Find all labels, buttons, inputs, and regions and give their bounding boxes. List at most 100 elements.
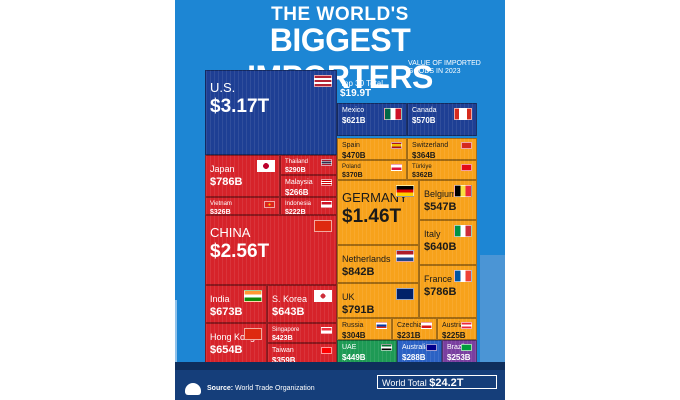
treemap-box-russia: Russia $304B [337, 318, 392, 340]
treemap-box-s-korea: S. Korea $643B [267, 285, 337, 323]
country-label: Türkiye [412, 164, 432, 170]
treemap-box-italy: Italy $640B [419, 220, 477, 265]
skyline-decoration [480, 255, 505, 365]
import-value-label: $362B [412, 172, 433, 179]
country-label: Taiwan [272, 347, 294, 354]
title-line-1: THE WORLD'S [271, 4, 409, 25]
country-label: Belgium [424, 189, 457, 199]
country-label: Czechia [397, 322, 423, 329]
flag-japan-icon [257, 160, 275, 172]
flag-france-icon [454, 270, 472, 282]
source-text: World Trade Organization [235, 385, 315, 392]
import-value-label: $288B [402, 353, 426, 362]
import-value-label: $253B [447, 353, 471, 362]
import-value-label: $225B [442, 331, 466, 340]
flag-austria-icon [461, 322, 472, 329]
flag-taiwan-icon [321, 347, 332, 354]
country-label: France [424, 274, 453, 284]
subtitle: VALUE OF IMPORTED GOODS IN 2023 [408, 60, 481, 75]
country-label: Russia [342, 322, 364, 329]
country-label: Malaysia [285, 179, 313, 186]
import-value-label: $547B [424, 201, 457, 213]
import-value-label: $326B [210, 209, 231, 215]
flag-uae-icon [381, 344, 392, 351]
world-total-value: $24.2T [429, 377, 464, 389]
treemap-box-t-rkiye: Türkiye $362B [407, 160, 477, 180]
treemap-box-canada: Canada $570B [407, 103, 477, 136]
import-value-label: $654B [210, 344, 243, 356]
infographic-poster: THE WORLD'S BIGGEST IMPORTERS VALUE OF I… [175, 0, 505, 400]
treemap-box-brazil: Brazil $253B [442, 340, 477, 365]
treemap-box-spain: Spain $470B [337, 138, 407, 160]
treemap-box-france: France $786B [419, 265, 477, 318]
world-total-label: World Total [382, 378, 427, 388]
treemap-box-mexico: Mexico $621B [337, 103, 407, 136]
import-value-label: $222B [285, 209, 306, 215]
country-label: Japan [210, 164, 235, 174]
import-value-label: $449B [342, 353, 366, 362]
import-value-label: $786B [424, 286, 457, 298]
country-label: Hong Kong [210, 332, 256, 342]
flag-canada-icon [454, 108, 472, 120]
import-value-label: $791B [342, 304, 375, 316]
country-label: Spain [342, 142, 360, 149]
flag-hong-kong-icon [244, 328, 262, 340]
country-label: Netherlands [342, 254, 391, 264]
flag-spain-icon [391, 142, 402, 149]
treemap-box-belgium: Belgium $547B [419, 180, 477, 220]
import-value-label: $470B [342, 151, 366, 160]
flag-thailand-icon [321, 159, 332, 166]
source-label: Source: [207, 385, 234, 392]
treemap-box-netherlands: Netherlands $842B [337, 245, 419, 283]
treemap-box-czechia: Czechia $231B [392, 318, 437, 340]
country-label: S. Korea [272, 294, 308, 304]
country-label: Italy [424, 229, 441, 239]
treemap-box-thailand: Thailand $290B [280, 155, 337, 175]
country-label: Austria [442, 322, 464, 329]
import-value-label: $231B [397, 331, 421, 340]
treemap-box-indonesia: Indonesia $222B [280, 197, 337, 215]
top30-label: Top 30 Total [340, 79, 383, 88]
import-value-label: $3.17T [210, 96, 270, 117]
import-value-label: $304B [342, 331, 366, 340]
country-label: Singapore [272, 327, 300, 333]
treemap-box-australia: Australia $288B [397, 340, 442, 365]
treemap-box-vietnam: Vietnam $326B [205, 197, 280, 215]
flag-t-rkiye-icon [461, 164, 472, 171]
country-label: U.S. [210, 80, 236, 95]
treemap-box-taiwan: Taiwan $359B [267, 343, 337, 365]
flag-india-icon [244, 290, 262, 302]
country-label: Vietnam [210, 201, 232, 207]
import-value-label: $570B [412, 116, 436, 125]
crane-decoration [175, 300, 195, 362]
import-value-label: $842B [342, 266, 375, 278]
treemap-box-switzerland: Switzerland $364B [407, 138, 477, 160]
flag-u-s-icon [314, 75, 332, 87]
top30-value: $19.9T [340, 88, 372, 99]
treemap-box-japan: Japan $786B [205, 155, 280, 197]
flag-s-korea-icon [314, 290, 332, 302]
country-label: Indonesia [285, 201, 312, 207]
import-value-label: $370B [342, 172, 363, 179]
source-line: Source: World Trade Organization [207, 385, 315, 392]
flag-brazil-icon [461, 344, 472, 351]
treemap-box-poland: Poland $370B [337, 160, 407, 180]
flag-netherlands-icon [396, 250, 414, 262]
brand-logo-icon [185, 383, 201, 395]
import-value-label: $359B [272, 356, 296, 365]
import-value-label: $290B [285, 167, 306, 174]
country-label: Canada [412, 107, 437, 114]
flag-russia-icon [376, 322, 387, 329]
import-value-label: $673B [210, 306, 243, 318]
treemap-box-singapore: Singapore $423B [267, 323, 337, 343]
treemap-box-uk: UK $791B [337, 283, 419, 318]
country-label: Mexico [342, 107, 365, 114]
treemap-box-austria: Austria $225B [437, 318, 477, 340]
treemap-box-malaysia: Malaysia $266B [280, 175, 337, 197]
flag-china-icon [314, 220, 332, 232]
country-label: Brazil [447, 344, 465, 351]
country-label: Switzerland [412, 142, 449, 149]
country-label: India [210, 294, 230, 304]
flag-germany-icon [396, 185, 414, 197]
import-value-label: $643B [272, 306, 305, 318]
